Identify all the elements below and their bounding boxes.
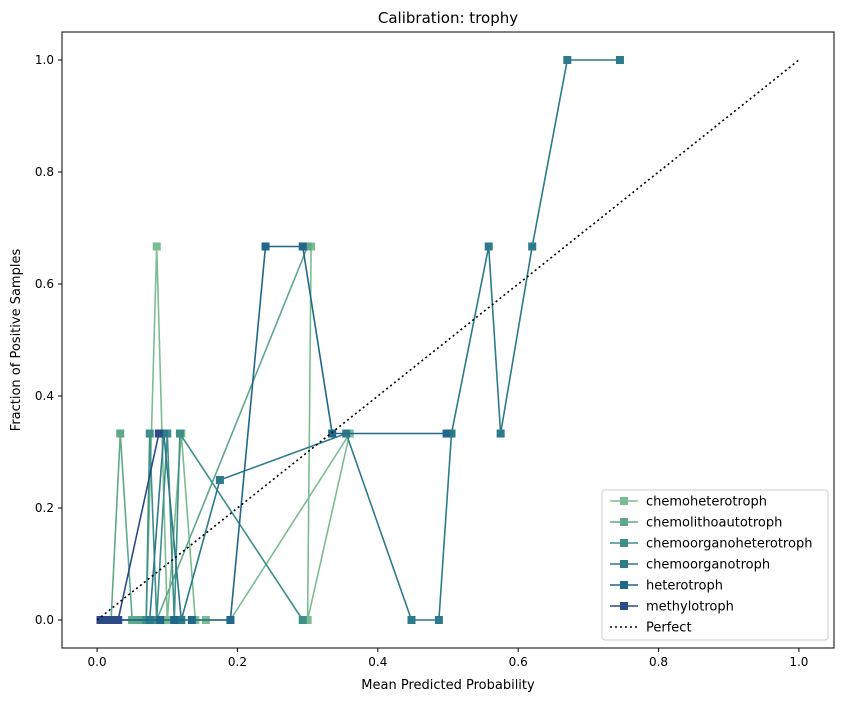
data-point-heterotroph <box>187 616 196 624</box>
data-point-chemoorganotroph <box>159 429 168 438</box>
data-point-methylotroph <box>114 616 123 624</box>
legend-label: chemoorganoheterotroph <box>646 537 812 552</box>
data-point-methylotroph <box>154 429 163 438</box>
legend-label: methylotroph <box>646 600 734 615</box>
legend-swatch-marker <box>620 560 628 568</box>
x-tick-label: 0.2 <box>228 655 247 669</box>
data-point-chemolithoautotroph <box>303 242 312 251</box>
legend-label: chemoheterotroph <box>646 495 767 510</box>
legend-label: Perfect <box>646 621 692 636</box>
data-point-heterotroph <box>156 616 165 624</box>
data-point-chemoorganotroph <box>528 242 537 251</box>
x-tick-label: 0.6 <box>509 655 528 669</box>
series-layer <box>96 56 800 624</box>
data-point-chemoorganotroph <box>447 429 456 438</box>
data-point-chemoorganotroph <box>496 429 505 438</box>
data-point-chemoorganoheterotroph <box>175 429 184 438</box>
legend-label: chemolithoautotroph <box>646 516 782 531</box>
legend-label: chemoorganotroph <box>646 558 770 573</box>
data-point-heterotroph <box>261 242 270 251</box>
y-axis-label: Fraction of Positive Samples <box>9 249 24 432</box>
x-tick-label: 0.8 <box>649 655 668 669</box>
y-axis: 0.0 0.2 0.4 0.6 0.8 1.0 <box>35 53 62 627</box>
data-point-heterotroph <box>170 616 179 624</box>
x-axis-label: Mean Predicted Probability <box>361 678 535 693</box>
legend-box <box>601 489 829 641</box>
data-point-chemolithoautotroph <box>116 429 125 438</box>
x-tick-label: 0.0 <box>88 655 107 669</box>
data-point-chemoorganotroph <box>434 616 443 624</box>
chart-title: Calibration: trophy <box>378 9 518 27</box>
legend-swatch-marker <box>620 581 628 589</box>
data-point-heterotroph <box>442 429 451 438</box>
x-axis: 0.0 0.2 0.4 0.6 0.8 1.0 <box>88 648 808 669</box>
data-point-heterotroph <box>298 242 307 251</box>
data-point-chemoorganoheterotroph <box>145 429 154 438</box>
legend-label: heterotroph <box>646 579 723 594</box>
x-tick-label: 0.4 <box>368 655 387 669</box>
data-point-chemoorganoheterotroph <box>298 616 307 624</box>
legend-swatch-marker <box>620 497 628 505</box>
data-point-chemoorganotroph <box>215 476 224 484</box>
data-point-chemoorganotroph <box>615 56 624 64</box>
y-tick-label: 0.0 <box>35 613 54 627</box>
y-tick-label: 0.4 <box>35 389 54 403</box>
x-tick-label: 1.0 <box>789 655 808 669</box>
legend-swatch-marker <box>620 539 628 547</box>
data-point-heterotroph <box>328 429 337 438</box>
legend-swatch-marker <box>620 602 628 610</box>
data-point-chemoheterotroph <box>152 242 161 251</box>
data-point-chemoorganotroph <box>484 242 493 251</box>
data-point-chemoorganotroph <box>407 616 416 624</box>
legend: chemoheterotroph chemolithoautotroph chemo… <box>601 489 829 641</box>
y-tick-label: 1.0 <box>35 53 54 67</box>
y-tick-label: 0.6 <box>35 277 54 291</box>
data-point-methylotroph <box>107 616 116 624</box>
legend-swatch-marker <box>620 518 628 526</box>
data-point-chemoorganotroph <box>563 56 572 64</box>
data-point-heterotroph <box>226 616 235 624</box>
data-point-chemoheterotroph <box>303 616 312 624</box>
y-tick-label: 0.2 <box>35 501 54 515</box>
y-tick-label: 0.8 <box>35 165 54 179</box>
